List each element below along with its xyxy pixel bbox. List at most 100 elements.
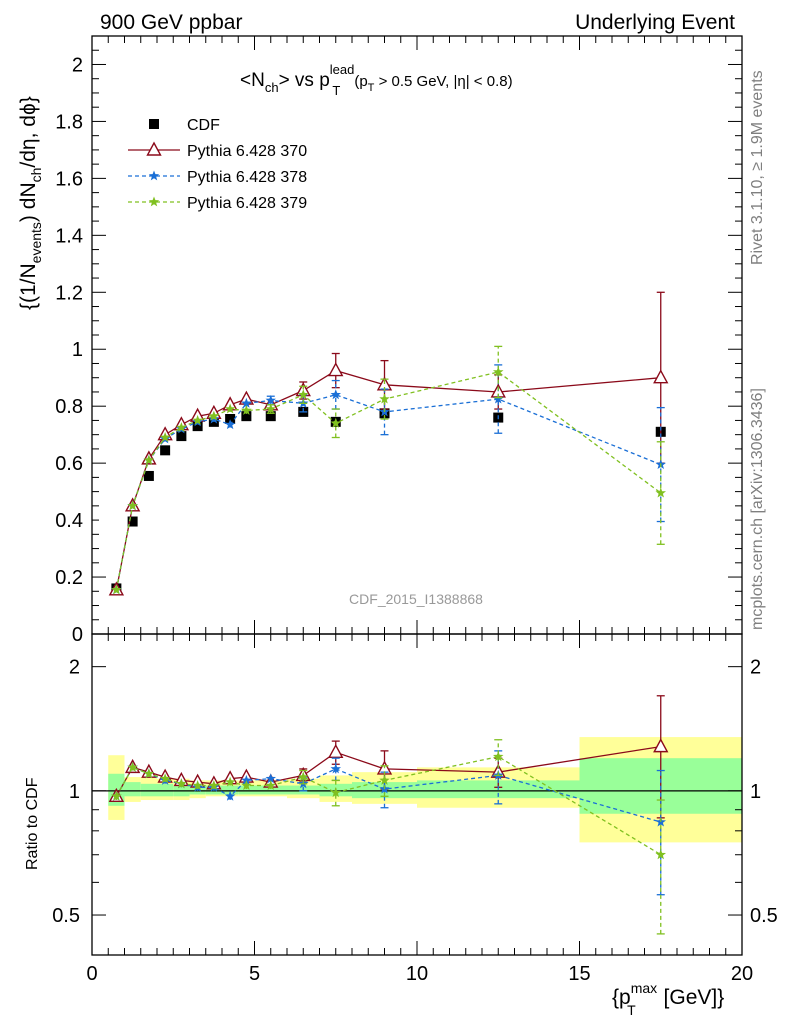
data-point	[208, 410, 220, 421]
data-point	[224, 419, 236, 430]
axes: 0 5 10 15 20 0 0.2 0.4 0.6 0.8 1 1.2 1.4 1.6 1.8 2 0.5 0.…	[52, 35, 778, 985]
data-point	[241, 405, 252, 415]
ylabel-sub1: events	[28, 222, 44, 263]
data-point	[176, 422, 187, 432]
plot-title: <Nch> vs plead T(pT > 0.5 GeV, |η| < 0.8)	[240, 62, 513, 98]
title-sub2: T	[332, 83, 340, 98]
header-left: 900 GeV ppbar	[100, 11, 242, 34]
data-point	[224, 790, 236, 801]
data-point	[265, 411, 276, 422]
legend-marker	[146, 141, 162, 156]
y-axis-label-ratio: Ratio to CDF	[24, 777, 41, 870]
ratio-y-tick-label-right: 2	[750, 657, 761, 679]
data-point	[192, 414, 203, 425]
ratio-y-tick-label-left: 1	[69, 781, 80, 803]
data-point	[298, 771, 309, 782]
data-point	[176, 431, 187, 442]
data-point	[111, 584, 122, 595]
xlabel-a: {p	[612, 986, 631, 1009]
data-point	[330, 389, 341, 400]
x-tick-label: 0	[86, 963, 97, 985]
data-point	[330, 787, 341, 798]
data-point	[265, 395, 276, 405]
ratio-band-inner	[124, 782, 141, 797]
legend-label: Pythia 6.428 378	[187, 169, 307, 186]
data-point	[493, 366, 504, 377]
y-tick-label: 0.2	[55, 567, 83, 589]
ratio-band-inner	[157, 783, 174, 797]
ratio-band-inner	[238, 785, 255, 795]
legend-marker	[148, 170, 160, 181]
data-point	[159, 773, 171, 784]
data-point	[379, 393, 390, 404]
side-label-top: Rivet 3.1.10, ≥ 1.9M events	[749, 70, 766, 265]
ratio-y-tick-label-left: 2	[69, 657, 80, 679]
x-tick-label: 20	[731, 963, 753, 985]
ratio-panel-marks	[108, 695, 669, 935]
data-point	[298, 389, 309, 400]
data-point	[127, 761, 138, 772]
series-line	[115, 369, 661, 591]
data-point	[655, 849, 666, 860]
title-cond-b: > 0.5 GeV, |η| < 0.8)	[374, 73, 512, 90]
ratio-band-inner	[254, 785, 287, 795]
y-tick-label: 0.4	[55, 510, 83, 532]
data-point	[493, 751, 504, 762]
ratio-y-tick-label-right: 0.5	[750, 905, 778, 927]
data-point	[127, 500, 138, 511]
y-axis-label-top: {(1/Nevents) dNch/dη, dϕ}	[17, 96, 44, 310]
data-point	[160, 445, 171, 456]
data-point	[653, 369, 669, 384]
data-point	[330, 763, 341, 774]
side-label-bottom: mcplots.cern.ch [arXiv:1306.3436]	[749, 388, 766, 630]
y-tick-label: 1.6	[55, 168, 83, 190]
data-point	[493, 393, 504, 404]
title-sub1: ch	[265, 80, 279, 95]
data-point	[224, 776, 236, 787]
analysis-watermark: CDF_2015_I1388868	[349, 591, 483, 607]
legend: CDF Pythia 6.428 370 Pythia 6.428 378 Pythi…	[128, 117, 307, 212]
legend-marker	[149, 119, 159, 129]
top-panel-marks	[108, 291, 669, 596]
y-tick-label: 0	[72, 624, 83, 646]
ylabel-b: ) dN	[17, 182, 40, 222]
data-point	[127, 516, 138, 527]
data-point	[265, 773, 276, 784]
ratio-y-tick-label-left: 0.5	[52, 905, 80, 927]
data-point	[241, 780, 252, 790]
data-point	[241, 397, 252, 408]
ratio-band-inner	[222, 785, 239, 795]
data-point	[111, 790, 122, 801]
data-point	[224, 403, 236, 414]
y-tick-label: 1.4	[55, 225, 83, 247]
xlabel-b: [GeV]}	[658, 986, 725, 1009]
x-tick-label: 5	[249, 963, 260, 985]
data-point	[328, 362, 344, 377]
y-tick-label: 0.8	[55, 396, 83, 418]
xlabel-sup: max	[631, 980, 657, 996]
x-tick-label: 10	[406, 963, 428, 985]
data-point	[265, 780, 276, 790]
ylabel-c: /dη, dϕ}	[17, 96, 40, 167]
ratio-y-tick-label-right: 1	[750, 781, 761, 803]
ratio-band-inner	[140, 783, 157, 797]
data-point	[143, 470, 154, 481]
y-tick-label: 1	[72, 339, 83, 361]
data-point	[265, 403, 276, 414]
data-point	[241, 774, 252, 785]
data-point	[176, 778, 187, 789]
legend-label: CDF	[187, 117, 220, 134]
x-axis-label: {pmax T [GeV]}	[612, 980, 724, 1018]
data-point	[379, 774, 390, 785]
y-tick-label: 2	[72, 54, 83, 76]
ratio-uncertainty-bands	[92, 737, 742, 843]
x-tick-label: 15	[568, 963, 590, 985]
legend-label: Pythia 6.428 370	[187, 143, 307, 160]
xlabel-sub: T	[627, 1002, 636, 1018]
data-point	[159, 432, 171, 442]
data-point	[143, 768, 155, 779]
title-cond-sub: T	[368, 82, 375, 94]
data-point	[655, 487, 666, 498]
data-point	[192, 421, 203, 432]
